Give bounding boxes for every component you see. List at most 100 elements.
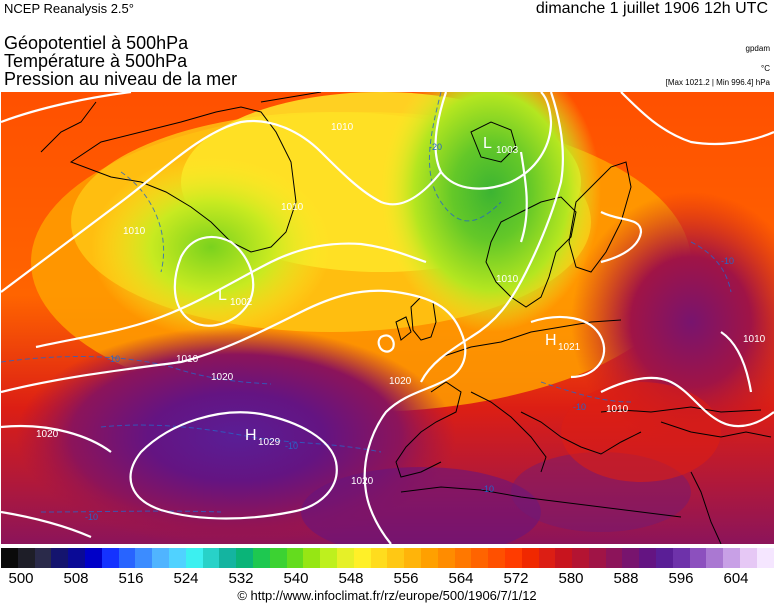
- color-scale-swatch: [370, 548, 388, 568]
- isobar-label: 1010: [496, 274, 519, 285]
- temperature-label: -10: [85, 512, 98, 522]
- isobar-label: 1010: [176, 354, 199, 365]
- low-center-value: 1002: [230, 297, 253, 308]
- color-scale-tick: 548: [338, 570, 364, 587]
- isotherms: [1, 92, 732, 513]
- color-scale-tick: 564: [448, 570, 474, 587]
- color-scale-swatch: [269, 548, 287, 568]
- unit-celsius: °C: [761, 64, 770, 73]
- date-label: dimanche 1 juillet 1906 12h UTC: [535, 0, 768, 17]
- color-scale-swatch: [168, 548, 186, 568]
- title-pressure: Pression au niveau de la mer: [4, 69, 238, 89]
- source-label: NCEP Reanalysis 2.5°: [4, 1, 134, 16]
- pressure-range-label: [Max 1021.2 | Min 996.4] hPa: [665, 78, 770, 87]
- color-scale-tick: 572: [503, 570, 529, 587]
- isobar-label: 1020: [211, 372, 234, 383]
- color-scale-bar: [1, 548, 774, 568]
- color-scale-swatch: [672, 548, 690, 568]
- high-center-value: 1021: [558, 342, 581, 353]
- color-scale-swatch: [740, 548, 757, 568]
- color-scale-swatch: [1, 548, 18, 568]
- temperature-label: -10: [481, 484, 494, 494]
- low-center-value: 1003: [496, 145, 519, 156]
- color-scale-swatch: [336, 548, 354, 568]
- color-scale-swatch: [286, 548, 304, 568]
- color-scale-swatch: [387, 548, 405, 568]
- color-scale-tick: 508: [63, 570, 89, 587]
- color-scale-swatch: [404, 548, 421, 568]
- color-scale-swatch: [84, 548, 102, 568]
- map-svg: 1010 1010 1010 1010 1020 1020 1020 1020 …: [1, 92, 774, 544]
- color-scale-ticks: 500 508 516 524 532 540 548 556 564 572 …: [0, 570, 774, 588]
- isobar-label: 1010: [331, 122, 354, 133]
- color-scale-tick: 500: [8, 570, 34, 587]
- temperature-label: -10: [285, 441, 298, 451]
- color-scale-swatch: [152, 548, 169, 568]
- color-scale-swatch: [34, 548, 52, 568]
- color-scale-tick: 580: [558, 570, 584, 587]
- color-scale-swatch: [538, 548, 556, 568]
- color-scale-swatch: [303, 548, 321, 568]
- color-scale-tick: 588: [613, 570, 639, 587]
- color-scale-swatch: [572, 548, 589, 568]
- color-scale-swatch: [135, 548, 153, 568]
- weather-map: 1010 1010 1010 1010 1020 1020 1020 1020 …: [1, 92, 774, 544]
- color-scale-swatch: [454, 548, 472, 568]
- color-scale-tick: 596: [668, 570, 694, 587]
- color-scale-swatch: [202, 548, 220, 568]
- color-scale-swatch: [101, 548, 119, 568]
- isobars: [1, 92, 774, 544]
- isobar-label: 1010: [281, 202, 304, 213]
- color-scale-swatch: [622, 548, 640, 568]
- color-scale-swatch: [706, 548, 724, 568]
- color-scale-swatch: [420, 548, 438, 568]
- isobar-label: 1010: [606, 404, 629, 415]
- color-scale-tick: 540: [283, 570, 309, 587]
- color-scale-swatch: [639, 548, 657, 568]
- color-scale-swatch: [605, 548, 623, 568]
- color-scale-swatch: [521, 548, 539, 568]
- color-scale-tick: 516: [118, 570, 144, 587]
- color-scale-swatch: [353, 548, 371, 568]
- high-center-marker: H: [245, 427, 257, 444]
- color-scale-swatch: [185, 548, 203, 568]
- temperature-label-group: -20 -10 -10 -10 -10 -10 -10: [85, 142, 734, 522]
- source-url-footer: © http://www.infoclimat.fr/rz/europe/500…: [237, 588, 537, 603]
- temperature-label: -20: [429, 142, 442, 152]
- color-scale-swatch: [437, 548, 455, 568]
- isobar-label-group: 1010 1010 1010 1010 1020 1020 1020 1020 …: [36, 122, 766, 487]
- color-scale-swatch: [504, 548, 522, 568]
- color-scale-tick: 556: [393, 570, 419, 587]
- color-scale-swatch: [51, 548, 69, 568]
- color-scale-swatch: [555, 548, 573, 568]
- unit-gpdam: gpdam: [745, 44, 770, 53]
- color-scale-swatch: [471, 548, 489, 568]
- isobar-label: 1010: [743, 334, 766, 345]
- color-scale-swatch: [756, 548, 774, 568]
- color-scale-swatch: [236, 548, 253, 568]
- color-scale-swatch: [320, 548, 337, 568]
- isobar-label: 1010: [123, 226, 146, 237]
- high-center-value: 1029: [258, 437, 281, 448]
- color-scale-swatch: [252, 548, 270, 568]
- color-scale-swatch: [689, 548, 707, 568]
- temperature-label: -10: [721, 256, 734, 266]
- title-temperature: Température à 500hPa: [4, 51, 188, 71]
- color-scale-swatch: [488, 548, 505, 568]
- temperature-label: -10: [573, 402, 586, 412]
- pressure-centers: L 1003 L 1002 H 1021 H 1029: [218, 135, 581, 448]
- color-scale-swatch: [17, 548, 35, 568]
- high-center-marker: H: [545, 332, 557, 349]
- isobar-label: 1020: [351, 476, 374, 487]
- low-center-marker: L: [218, 287, 227, 304]
- temperature-label: -10: [107, 354, 120, 364]
- color-scale-swatch: [118, 548, 136, 568]
- color-scale-swatch: [723, 548, 741, 568]
- low-center-marker: L: [483, 135, 492, 152]
- color-scale-swatch: [656, 548, 673, 568]
- isobar-label: 1020: [389, 376, 412, 387]
- color-scale-tick: 604: [723, 570, 749, 587]
- color-scale-swatch: [588, 548, 606, 568]
- color-scale-tick: 532: [228, 570, 254, 587]
- color-scale-tick: 524: [173, 570, 199, 587]
